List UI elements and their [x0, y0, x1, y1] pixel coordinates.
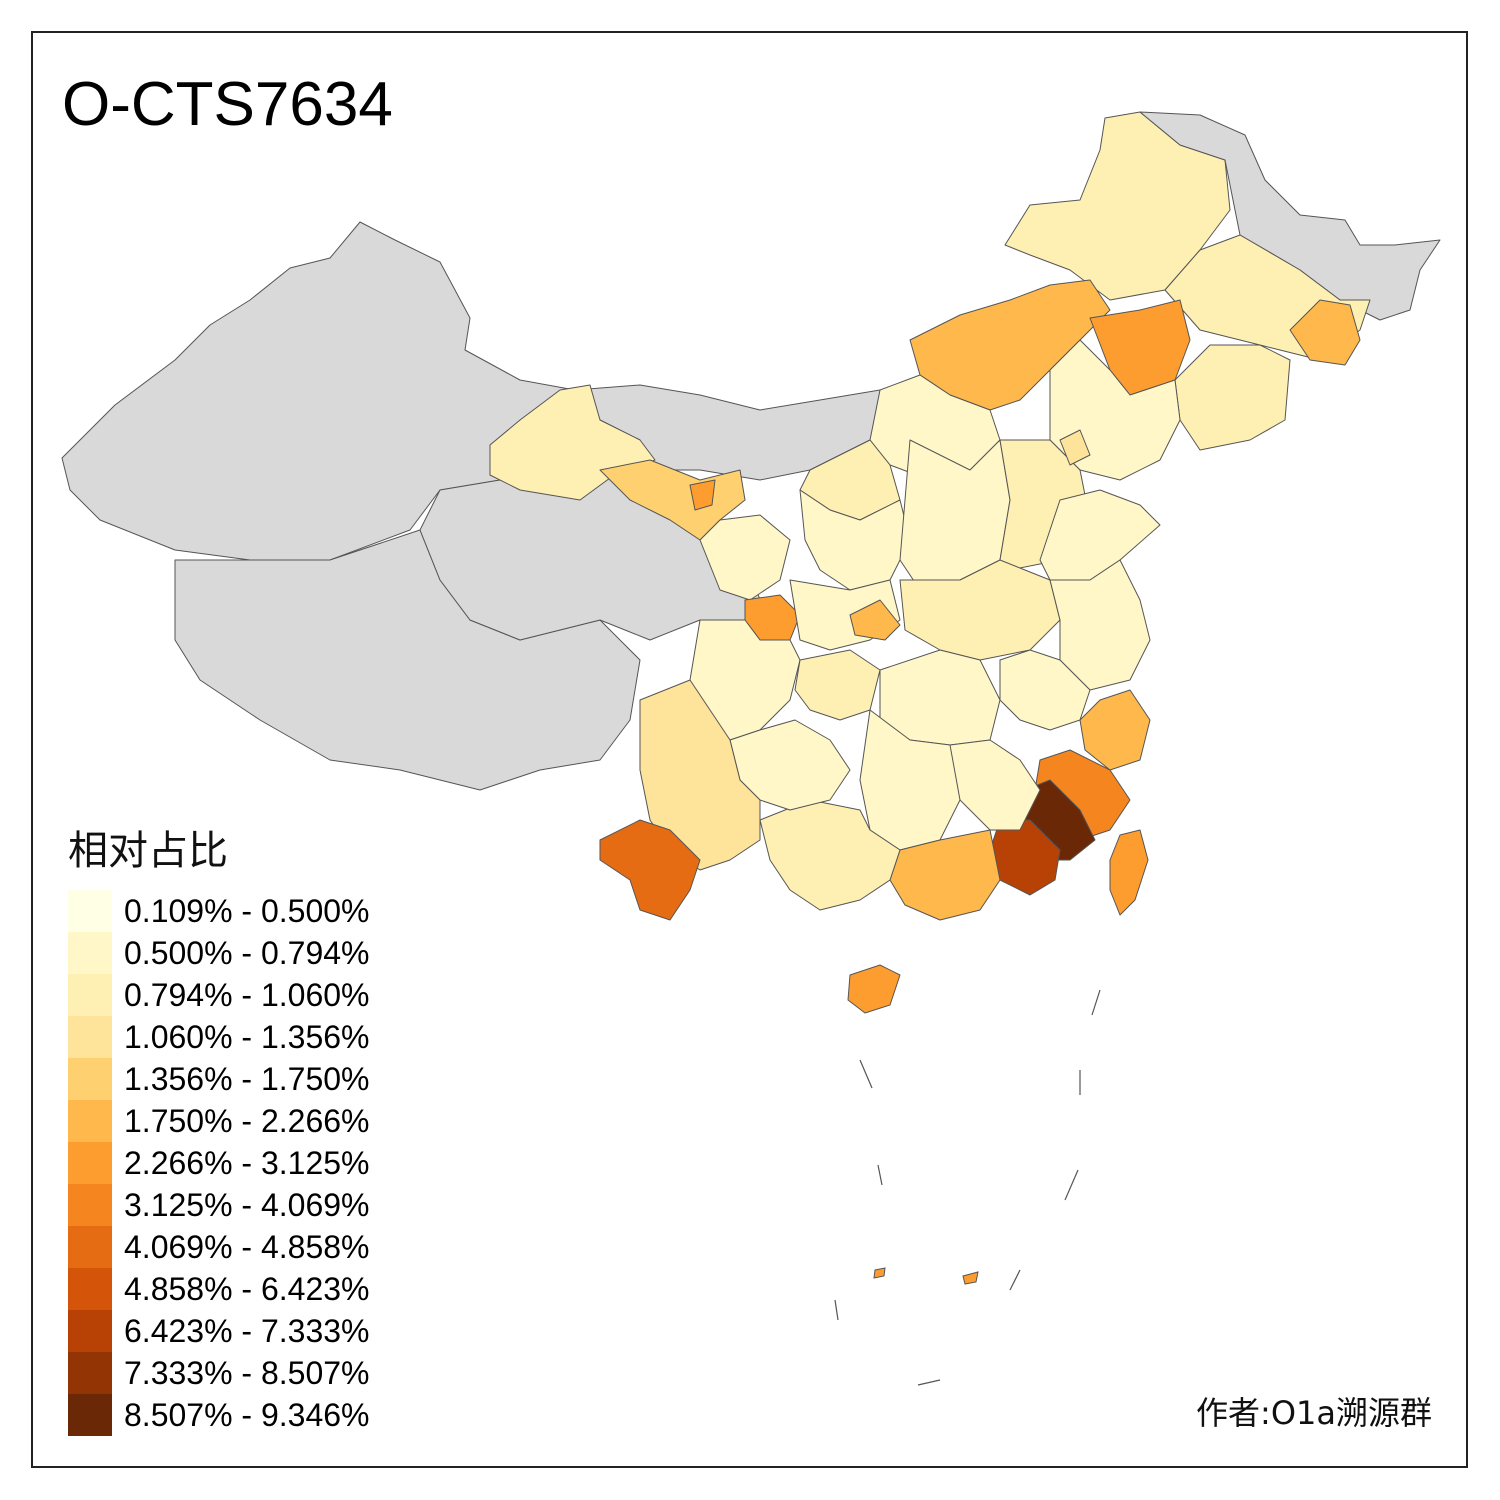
- legend-label: 0.794% - 1.060%: [124, 976, 370, 1013]
- legend-label: 0.500% - 0.794%: [124, 934, 370, 971]
- legend-item: 4.858% - 6.423%: [68, 1268, 370, 1310]
- region-henan: [899, 559, 1061, 661]
- legend-item: 3.125% - 4.069%: [68, 1184, 370, 1226]
- region-sichuan: [689, 619, 801, 741]
- legend-swatch: [68, 932, 112, 974]
- legend-label: 0.109% - 0.500%: [124, 892, 370, 929]
- region-lanzhou: [699, 514, 791, 601]
- map-frame: [31, 31, 1468, 1468]
- region-hainan: [847, 964, 901, 1014]
- region-liaoning: [1174, 344, 1291, 451]
- region-yunnan: [639, 679, 761, 871]
- legend-label: 4.858% - 6.423%: [124, 1270, 370, 1307]
- legend-list: 0.109% - 0.500% 0.500% - 0.794% 0.794% - 1…: [68, 890, 370, 1436]
- legend-item: 1.060% - 1.356%: [68, 1016, 370, 1058]
- legend-title: 相对占比: [68, 828, 228, 874]
- region-zhejiang: [1079, 689, 1151, 771]
- legend-swatch: [68, 1100, 112, 1142]
- legend-item: 0.500% - 0.794%: [68, 932, 370, 974]
- legend-item: 8.507% - 9.346%: [68, 1394, 370, 1436]
- legend: 相对占比 0.109% - 0.500% 0.500% - 0.794% 0.794…: [68, 818, 370, 1436]
- region-nansha-island-1: [873, 1267, 886, 1279]
- legend-label: 8.507% - 9.346%: [124, 1396, 370, 1433]
- author-credit: 作者:O1a溯源群: [1196, 1394, 1432, 1432]
- legend-item: 4.069% - 4.858%: [68, 1226, 370, 1268]
- legend-label: 2.266% - 3.125%: [124, 1144, 370, 1181]
- legend-item: 6.423% - 7.333%: [68, 1310, 370, 1352]
- map-title: O-CTS7634: [62, 70, 393, 139]
- south-china-sea-dash-8: [1091, 989, 1101, 1016]
- legend-swatch: [68, 1016, 112, 1058]
- south-china-sea-dash-5: [1009, 1269, 1021, 1291]
- legend-label: 3.125% - 4.069%: [124, 1186, 370, 1223]
- legend-swatch: [68, 1310, 112, 1352]
- legend-item: 7.333% - 8.507%: [68, 1352, 370, 1394]
- legend-label: 1.356% - 1.750%: [124, 1060, 370, 1097]
- legend-label: 4.069% - 4.858%: [124, 1228, 370, 1265]
- south-china-sea-dash-6: [1064, 1169, 1079, 1201]
- legend-item: 2.266% - 3.125%: [68, 1142, 370, 1184]
- region-guangdong: [889, 829, 1001, 921]
- south-china-sea-dash-4: [917, 1379, 941, 1386]
- south-china-sea-dash-3: [834, 1299, 839, 1321]
- legend-swatch: [68, 1268, 112, 1310]
- region-wuwei: [689, 479, 716, 511]
- region-heilongjiang-east: [1139, 111, 1441, 321]
- region-nansha-island-2: [962, 1271, 979, 1285]
- legend-swatch: [68, 1226, 112, 1268]
- region-tianjin: [1059, 429, 1091, 466]
- legend-swatch: [68, 1184, 112, 1226]
- legend-label: 7.333% - 8.507%: [124, 1354, 370, 1391]
- legend-swatch: [68, 1142, 112, 1184]
- region-yunnan-southwest: [599, 819, 701, 921]
- legend-swatch: [68, 890, 112, 932]
- region-jiangsu: [1049, 559, 1151, 691]
- legend-item: 1.750% - 2.266%: [68, 1100, 370, 1142]
- region-taiwan: [1109, 829, 1149, 916]
- legend-swatch: [68, 1352, 112, 1394]
- region-gansu-corridor: [599, 459, 746, 541]
- region-hanzhong: [849, 599, 901, 641]
- region-chongqing: [794, 649, 881, 721]
- legend-label: 1.750% - 2.266%: [124, 1102, 370, 1139]
- legend-item: 0.794% - 1.060%: [68, 974, 370, 1016]
- legend-item: 0.109% - 0.500%: [68, 890, 370, 932]
- region-guangxi: [759, 799, 901, 911]
- legend-item: 1.356% - 1.750%: [68, 1058, 370, 1100]
- legend-swatch: [68, 1394, 112, 1436]
- south-china-sea-dash-2: [877, 1164, 883, 1186]
- legend-swatch: [68, 1058, 112, 1100]
- legend-label: 1.060% - 1.356%: [124, 1018, 370, 1055]
- legend-swatch: [68, 974, 112, 1016]
- south-china-sea-dash-1: [859, 1059, 873, 1089]
- legend-label: 6.423% - 7.333%: [124, 1312, 370, 1349]
- region-jiangxi: [944, 739, 1041, 831]
- region-jilin-east: [1289, 299, 1361, 366]
